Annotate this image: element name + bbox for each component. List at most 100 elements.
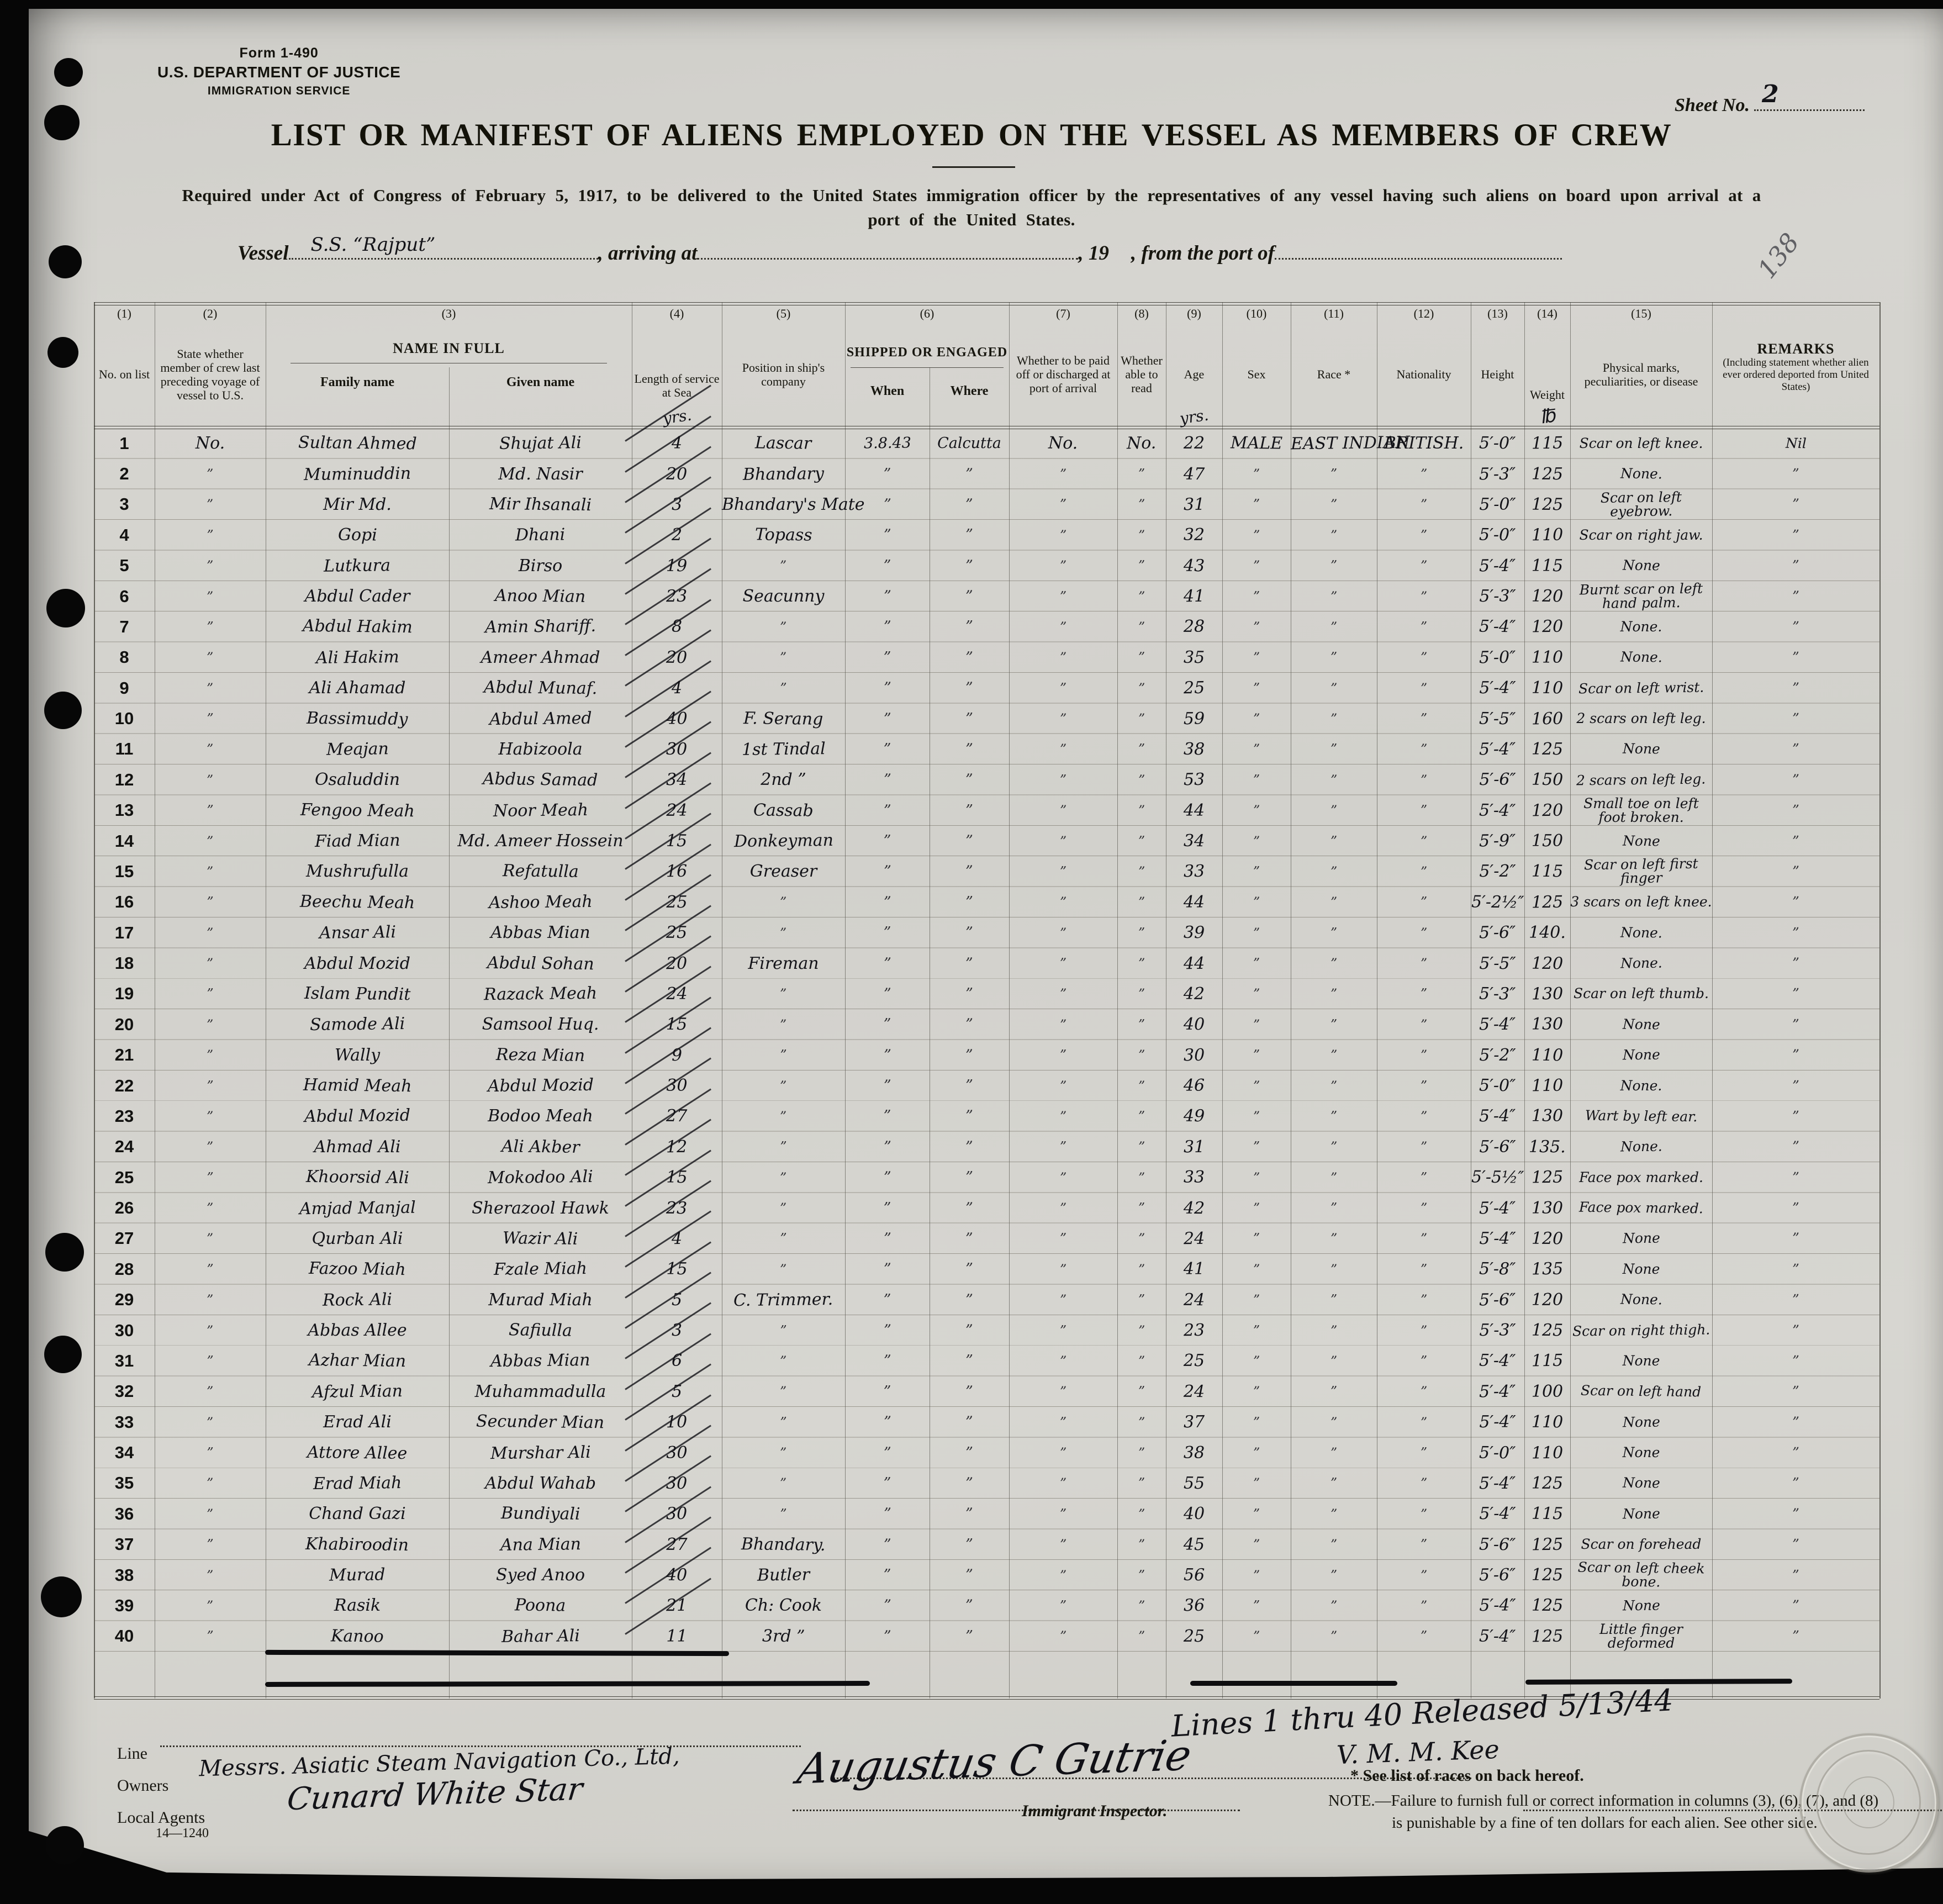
remarks-value: ” [1792,1322,1799,1338]
col-number: (2) [203,307,218,320]
height-value: 5′-9″ [1479,831,1516,851]
height-value: 5′-3″ [1479,587,1516,606]
col-header-no-on-list: (1) No. on list [98,307,150,381]
position-value: ” [780,1414,787,1430]
able-to-read-value: ” [1138,527,1145,543]
age-value: 24 [1183,1381,1205,1402]
nationality-value: ” [1420,1506,1428,1522]
family-name-value: Meajan [326,739,389,760]
able-to-read-value: ” [1138,558,1145,574]
remarks-value: ” [1792,771,1799,788]
sex-value: ” [1253,986,1260,1002]
race-value: ” [1330,986,1338,1002]
family-name-value: Ahmad Ali [314,1137,401,1157]
age-value: 59 [1183,709,1205,729]
embossed-seal [1799,1733,1939,1873]
able-to-read-value: ” [1138,588,1145,604]
vessel-name-value: S.S. “Rajput” [310,234,436,256]
marks-value: None. [1620,954,1662,972]
weight-value: 120 [1531,1290,1564,1310]
remarks-value: ” [1792,1597,1799,1613]
nationality-value: ” [1420,1597,1428,1614]
marks-value: None [1622,1046,1660,1063]
remarks-value: ” [1792,679,1799,696]
service-years-value: 8 [625,568,722,636]
prev-voyage-value: ” [207,527,214,543]
prev-voyage-value: ” [207,1169,214,1185]
sex-value: ” [1253,894,1260,910]
signature-line [793,1810,1240,1811]
table-row: 38” Murad Syed Anoo 40 Butler”””” 56””” 5′-6″ 1… [94,1516,1879,1590]
given-name-value: Razack Meah [483,983,598,1005]
weight-value: 110 [1531,678,1564,698]
shipped-where-value: ” [965,495,974,514]
given-name-value: Refatulla [502,861,579,882]
family-name-value: Abdul Cader [304,587,410,606]
nationality-value: ” [1420,772,1428,788]
table-row: 1 No. Sultan Ahmed Shujat Ali 4 Lascar 3.8.43 C… [94,384,1879,458]
able-to-read-value: ” [1138,650,1145,666]
table-row: 21” Wally Reza Mian 9””””” 30””” 5′-2″ 110 None… [94,996,1879,1070]
table-row: 20” Samode Ali Samsool Huq. 15””””” 40””” 5′-… [94,966,1879,1040]
marks-value: Scar on left hand [1581,1382,1702,1400]
service-years-value: 6 [625,1302,722,1370]
able-to-read-value: ” [1138,833,1145,849]
age-value: 31 [1183,1137,1205,1157]
nationality-value: ” [1420,1016,1428,1032]
col-header-name-in-full: (3) NAME IN FULL Family name Given name [266,302,632,428]
shipped-group-rule [851,367,1004,368]
given-name-value: Wazir Ali [503,1228,578,1249]
paid-off-value: ” [1059,1292,1067,1308]
able-to-read-value: ” [1138,1200,1145,1216]
shipped-when-value: ” [883,495,891,514]
remarks-value: ” [1792,710,1800,727]
table-row: 22 ” Hamid Meah Abdul Mozid 30 ” ” ” ” ” 46 ” ” ” 5′-0… [94,1027,1879,1101]
prev-voyage-value: ” [207,1445,214,1461]
table-row: 11” Meajan Habizoola 30 1st Tindal”””” 38””” 5… [94,690,1879,764]
given-name-value: Safiulla [508,1320,573,1341]
service-years-value: 30 [625,1394,722,1463]
paid-off-value: ” [1059,833,1067,849]
table-header: (1) No. on list (2) State whether member… [94,302,1879,429]
shipped-where-value: ” [965,557,974,574]
row-number: 38 [114,1565,134,1585]
nationality-value: ” [1420,1200,1428,1216]
form-number: Form 1-490 [239,45,319,61]
strike-line [265,1681,870,1687]
given-name-value: Mir Ihsanali [489,494,592,515]
weight-unit-handwriting: ℔ [1538,404,1556,429]
row-number: 8 [119,647,129,667]
paid-off-value: ” [1059,1444,1067,1461]
given-name-value: Murshar Ali [490,1442,591,1463]
weight-value: 150 [1531,831,1564,851]
sex-value: MALE [1230,433,1283,453]
family-name-value: Azhar Mian [308,1351,406,1372]
race-value: ” [1330,1292,1338,1308]
weight-value: 135. [1528,1137,1566,1157]
shipped-when-value: ” [883,1077,891,1095]
shipped-where-value: ” [965,832,974,850]
position-value: ” [780,894,787,910]
able-to-read-value: ” [1138,894,1145,910]
family-name-value: Kanoo [330,1626,384,1647]
col-number: (1) [117,307,131,320]
paid-off-value: ” [1059,894,1067,910]
sheet-number-value: 2 [1762,80,1779,108]
family-name-value: Ali Ahamad [309,678,406,698]
table-row: 14” Fiad Mian Md. Ameer Hossein 15 Donkeyman… [94,782,1879,856]
shipped-where-value: ” [965,1505,974,1523]
age-value: 33 [1183,862,1205,882]
position-value: ” [780,986,787,1002]
prev-voyage-value: ” [207,1628,214,1644]
nationality-value: BRITISH. [1384,434,1464,453]
remarks-value: ” [1792,1383,1800,1400]
age-value: 44 [1183,800,1205,820]
race-value: ” [1330,1353,1338,1369]
family-name-value: Lutkura [324,555,391,576]
paid-off-value: ” [1059,1200,1067,1216]
position-value: ” [780,925,787,941]
height-value: 5′-6″ [1479,1565,1516,1585]
weight-value: 110 [1531,1075,1564,1096]
nationality-value: ” [1420,1078,1428,1094]
position-value: Fireman [748,953,819,973]
